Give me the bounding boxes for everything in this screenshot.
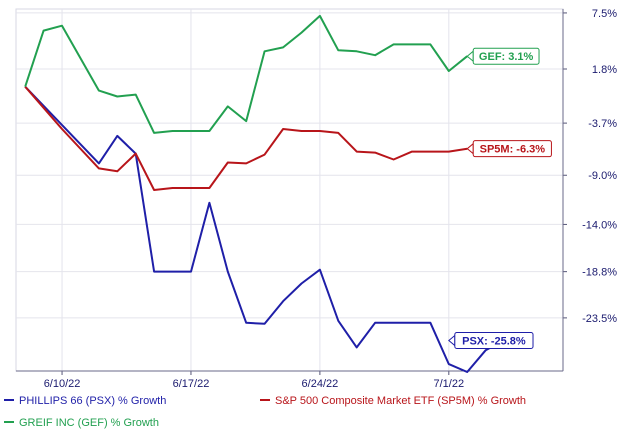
series-line-2	[24, 14, 468, 134]
tag-box-2	[472, 47, 540, 65]
end-tags: PSX: -25.8% SP5M: -6.3% GEF: 3.1%	[448, 47, 552, 350]
y-tick-label: -14.0%	[582, 219, 617, 231]
tag-label-0: PSX: -25.8%	[462, 336, 526, 348]
y-tick-label: -23.5%	[582, 313, 617, 325]
series-lines	[24, 14, 523, 373]
legend-label-0: PHILLIPS 66 (PSX) % Growth	[19, 395, 166, 407]
y-tick-label: -18.8%	[582, 267, 617, 279]
x-axis: 6/10/22 6/17/22 6/24/22 7/1/22	[16, 370, 563, 390]
grid	[16, 9, 563, 371]
tag-box-0	[454, 332, 534, 350]
legend-label-1: S&P 500 Composite Market ETF (SP5M) % Gr…	[275, 395, 526, 407]
tag-box-1	[472, 140, 552, 158]
y-axis: 7.5% 1.8% -3.7% -9.0% -14.0% -18.8% -23.5%	[562, 8, 617, 371]
x-tick-label: 6/10/22	[44, 378, 81, 390]
series-line-0	[24, 86, 523, 373]
x-tick-label: 7/1/22	[434, 378, 465, 390]
y-tick-label: -9.0%	[588, 170, 617, 182]
x-tick-label: 6/17/22	[173, 378, 210, 390]
x-tick-label: 6/24/22	[302, 378, 339, 390]
tag-label-2: GEF: 3.1%	[479, 51, 534, 63]
y-tick-label: 7.5%	[592, 8, 617, 20]
series-line-1	[24, 86, 468, 191]
legend-label-2: GREIF INC (GEF) % Growth	[19, 417, 159, 429]
y-tick-label: -3.7%	[588, 118, 617, 130]
y-tick-label: 1.8%	[592, 64, 617, 76]
tag-label-1: SP5M: -6.3%	[480, 144, 546, 156]
legend: PHILLIPS 66 (PSX) % Growth S&P 500 Compos…	[4, 395, 526, 429]
